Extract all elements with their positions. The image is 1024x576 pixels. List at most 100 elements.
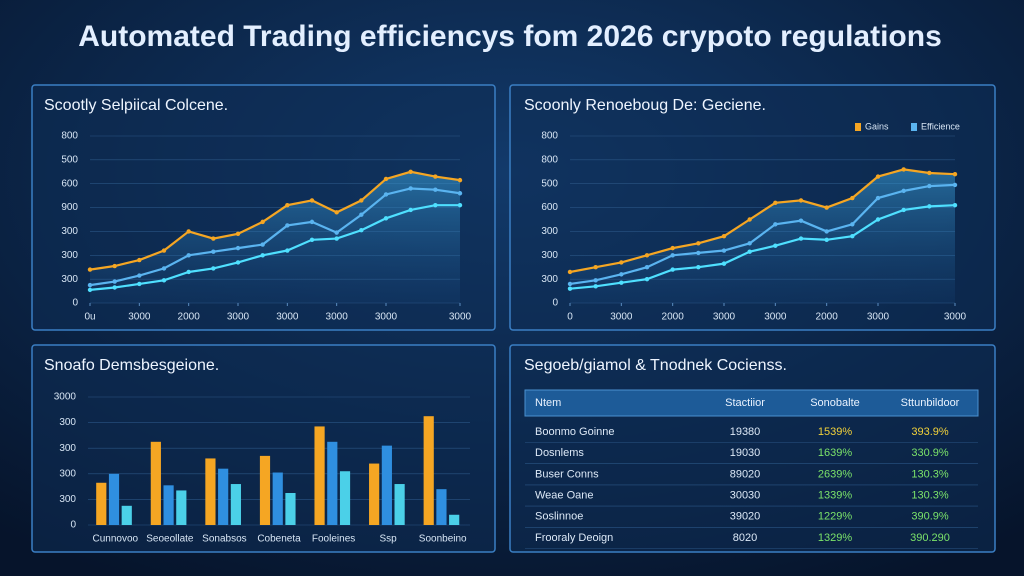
bar [436, 489, 447, 525]
x-tick-label: 2000 [178, 312, 201, 323]
point [433, 174, 438, 179]
point [285, 248, 290, 253]
point [260, 253, 265, 258]
bar [449, 514, 460, 525]
point [593, 284, 598, 289]
point [211, 249, 216, 254]
point [670, 253, 675, 258]
point [211, 236, 216, 241]
point [721, 248, 727, 253]
table-cell: 390.9% [911, 511, 949, 523]
point [87, 267, 93, 272]
bar [163, 485, 174, 525]
point [644, 265, 650, 270]
point [137, 281, 142, 287]
bar [369, 463, 380, 525]
x-tick-label: 3000 [867, 312, 890, 323]
point [798, 198, 804, 203]
point [408, 186, 413, 191]
x-tick-label: 2000 [662, 312, 685, 323]
table-cell: Soslinnoe [535, 511, 583, 523]
point [824, 237, 829, 242]
point [112, 279, 117, 284]
x-tick-label: Soonbeino [419, 534, 467, 545]
line [569, 168, 956, 274]
point [161, 266, 167, 271]
table-cell: Weae Oane [535, 490, 594, 502]
x-tick-label: 3000 [610, 312, 633, 323]
y-tick-label: 300 [59, 417, 76, 428]
chart-title: Scoonly Renoeboug De: Geciene. [524, 97, 766, 114]
point [235, 260, 241, 265]
table-cell: 1329% [818, 532, 852, 544]
y-tick-label: 500 [541, 178, 558, 189]
table-cell: 130.3% [911, 468, 949, 480]
table-cell: 1229% [818, 511, 852, 523]
x-tick-label: Sonabsos [202, 534, 246, 545]
point [433, 187, 438, 192]
point [696, 250, 701, 256]
table-cell: 89020 [730, 468, 761, 480]
x-tick-label: Cunnovoo [92, 534, 138, 545]
point [285, 202, 290, 208]
line [89, 187, 461, 287]
point [747, 217, 752, 222]
point [567, 286, 573, 291]
point [901, 167, 906, 172]
point [593, 265, 598, 270]
x-tick-label: Ssp [380, 534, 398, 545]
bar [96, 482, 107, 525]
point [383, 192, 389, 197]
point [186, 269, 191, 275]
point [260, 242, 265, 247]
point [161, 248, 167, 253]
point [383, 216, 389, 221]
bar [394, 484, 405, 525]
point [408, 169, 413, 174]
x-tick-label: 3000 [944, 312, 967, 323]
point [721, 234, 727, 239]
point [408, 207, 413, 213]
point [457, 191, 463, 196]
line [89, 204, 460, 291]
table-title: Segoeb/giamol & Tnodnek Cocienss. [524, 357, 787, 374]
point [644, 253, 650, 258]
point [433, 202, 438, 208]
table-cell: 130.3% [911, 490, 949, 502]
point [901, 207, 906, 213]
bar [272, 472, 283, 525]
y-tick-label: 500 [61, 154, 78, 165]
y-tick-label: 300 [59, 443, 76, 454]
y-tick-label: 800 [61, 131, 78, 142]
point [137, 273, 142, 278]
point [619, 272, 624, 277]
point [850, 222, 855, 227]
point [747, 249, 752, 254]
point [235, 245, 241, 251]
point [383, 176, 389, 182]
point [696, 265, 701, 270]
table-cell: 19380 [730, 426, 761, 438]
table-cell: 330.9% [911, 447, 949, 459]
point [901, 188, 906, 194]
point [619, 260, 624, 265]
bar [314, 426, 325, 525]
y-tick-label: 3000 [54, 392, 77, 403]
line [89, 170, 461, 271]
point [87, 282, 93, 288]
y-tick-label: 300 [61, 250, 78, 261]
point [235, 231, 241, 237]
table-cell: 19030 [730, 447, 761, 459]
point [875, 174, 881, 179]
x-tick-label: Seoeollate [146, 534, 194, 545]
y-tick-label: 300 [541, 274, 558, 285]
point [824, 205, 829, 210]
point [87, 287, 93, 293]
table-cell: 30030 [730, 490, 761, 502]
y-tick-label: 0 [552, 298, 558, 309]
y-tick-label: 0 [72, 298, 78, 309]
point [260, 219, 265, 225]
line [569, 204, 956, 290]
point [334, 210, 339, 215]
point [112, 285, 117, 290]
